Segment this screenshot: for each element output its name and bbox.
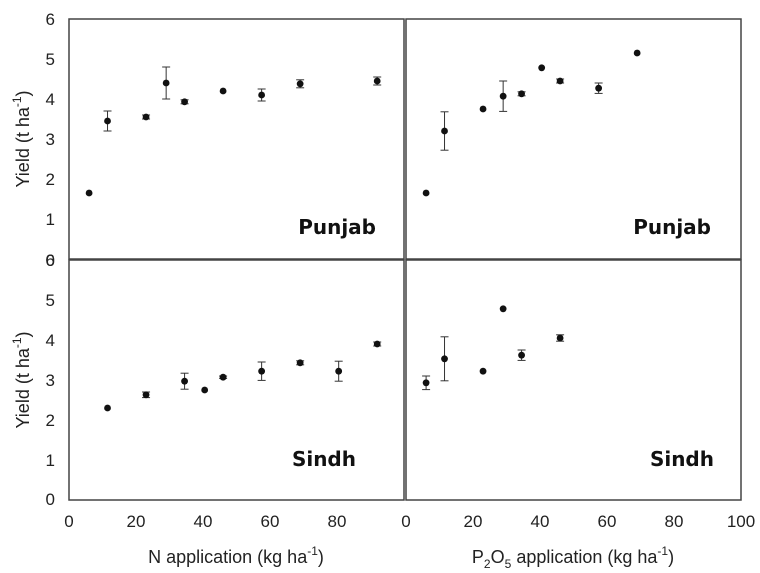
x-tick-label: 40 bbox=[194, 512, 213, 531]
x-tick-label: 60 bbox=[598, 512, 617, 531]
y-tick-label: 0 bbox=[46, 490, 55, 509]
data-point bbox=[104, 404, 111, 412]
x-ticks-right: 0 20 40 60 80 100 bbox=[401, 512, 755, 531]
panel-n-sindh-frame bbox=[68, 259, 405, 501]
data-point bbox=[499, 305, 507, 313]
panel-p-sindh-frame bbox=[405, 259, 742, 501]
data-point bbox=[373, 340, 381, 348]
y-tick-label: 2 bbox=[46, 170, 55, 189]
panel-n-punjab-frame bbox=[68, 18, 405, 260]
series-p-sindh bbox=[422, 305, 565, 391]
x-tick-label: 0 bbox=[64, 512, 73, 531]
y-tick-label: 6 bbox=[46, 10, 55, 29]
y-tick-label: 6 bbox=[46, 251, 55, 270]
data-point bbox=[85, 189, 93, 197]
data-point bbox=[181, 377, 188, 385]
data-point bbox=[258, 91, 266, 99]
x-tick-label: 40 bbox=[531, 512, 550, 531]
y-axis-title-bottom: Yield (t ha-1) bbox=[10, 331, 33, 428]
series-n-sindh bbox=[104, 340, 382, 412]
data-point bbox=[296, 359, 304, 367]
y-ticks-top: 0 1 2 3 4 5 6 bbox=[46, 10, 55, 509]
x-tick-label: 20 bbox=[464, 512, 483, 531]
y-axis-title-top: Yield (t ha-1) bbox=[10, 90, 33, 187]
data-point bbox=[422, 379, 430, 387]
data-point bbox=[538, 64, 546, 72]
y-tick-label: 3 bbox=[46, 130, 55, 149]
y-tick-label: 1 bbox=[46, 210, 55, 229]
region-label-n-sindh: Sindh bbox=[292, 447, 356, 471]
x-tick-label: 100 bbox=[727, 512, 755, 531]
x-axis-title-p2o5: P2O5 application (kg ha-1) bbox=[472, 544, 674, 571]
data-point bbox=[219, 87, 227, 95]
data-point bbox=[441, 355, 448, 363]
data-point bbox=[335, 367, 343, 375]
region-label-n-punjab: Punjab bbox=[298, 215, 376, 239]
x-tick-label: 60 bbox=[261, 512, 280, 531]
x-tick-label: 20 bbox=[127, 512, 146, 531]
data-point bbox=[479, 367, 487, 375]
y-tick-label: 4 bbox=[46, 331, 55, 350]
x-tick-label: 0 bbox=[401, 512, 410, 531]
data-point bbox=[258, 367, 266, 375]
series-n-punjab bbox=[85, 66, 382, 197]
data-point bbox=[142, 391, 150, 399]
y-tick-label: 1 bbox=[46, 451, 55, 470]
data-point bbox=[181, 98, 188, 106]
data-point bbox=[499, 92, 507, 100]
data-point bbox=[142, 113, 150, 121]
data-point bbox=[296, 80, 304, 88]
data-point bbox=[556, 77, 564, 85]
data-point bbox=[518, 90, 525, 98]
y-tick-label: 0 bbox=[46, 251, 55, 270]
data-point bbox=[518, 351, 525, 359]
region-label-p-sindh: Sindh bbox=[650, 447, 714, 471]
data-point bbox=[201, 386, 209, 394]
x-axis-title-n: N application (kg ha-1) bbox=[148, 544, 324, 567]
y-tick-label: 5 bbox=[46, 291, 55, 310]
data-point bbox=[373, 77, 381, 85]
data-point bbox=[556, 334, 564, 342]
y-tick-label: 3 bbox=[46, 371, 55, 390]
y-tick-label: 2 bbox=[46, 411, 55, 430]
data-point bbox=[104, 117, 111, 125]
y-tick-label: 4 bbox=[46, 90, 55, 109]
x-ticks-left: 0 20 40 60 80 bbox=[64, 512, 346, 531]
region-label-p-punjab: Punjab bbox=[633, 215, 711, 239]
series-p-punjab bbox=[422, 49, 641, 197]
data-point bbox=[441, 127, 448, 135]
y-ticks-bottom: 0 1 2 3 4 5 6 bbox=[46, 251, 55, 470]
data-point bbox=[422, 189, 430, 197]
x-tick-label: 80 bbox=[328, 512, 347, 531]
data-point bbox=[479, 105, 487, 113]
data-point bbox=[162, 79, 170, 87]
y-tick-label: 5 bbox=[46, 50, 55, 69]
data-point bbox=[219, 373, 227, 381]
panel-p-punjab-frame bbox=[405, 18, 742, 260]
x-tick-label: 80 bbox=[665, 512, 684, 531]
data-point bbox=[633, 49, 641, 57]
data-point bbox=[595, 84, 603, 92]
